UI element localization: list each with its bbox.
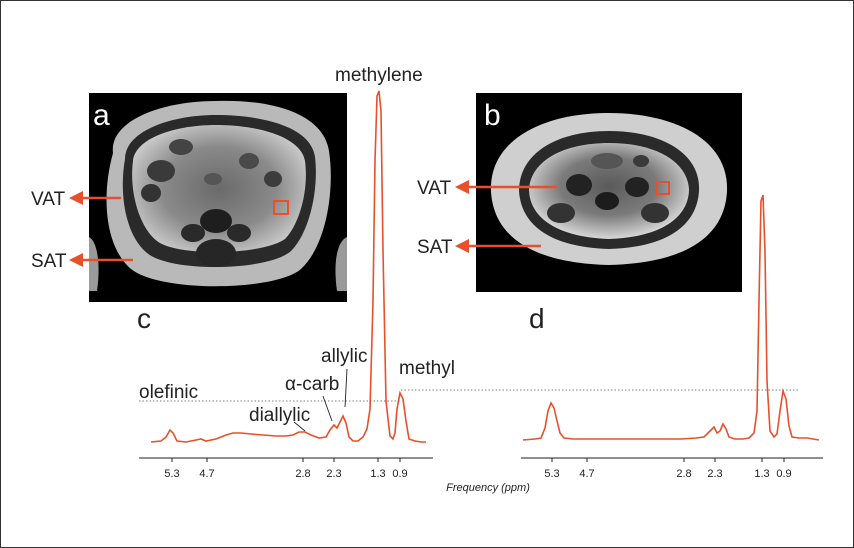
- vat-arrow-b: [455, 180, 557, 194]
- tick-label-d-4: 1.3: [754, 468, 769, 480]
- tick-label-d-3: 2.3: [707, 468, 722, 480]
- panel-letter-c: c: [137, 303, 151, 334]
- sat-arrow-b: [455, 239, 541, 253]
- peak-label-methylene: methylene: [335, 65, 423, 86]
- vat-label-a: VAT: [31, 189, 66, 210]
- tick-label-c-4: 1.3: [370, 468, 385, 480]
- tick-label-c-3: 2.3: [326, 468, 341, 480]
- tick-label-d-5: 0.9: [776, 468, 791, 480]
- peak-label-diallylic: diallylic: [249, 405, 310, 426]
- roi-box-b: [655, 181, 670, 195]
- tick-label-c-0: 5.3: [164, 468, 179, 480]
- leader-diallylic: [293, 421, 306, 432]
- vat-label-b: VAT: [417, 178, 452, 199]
- x-axis-c: [139, 457, 433, 462]
- peak-label-olefinic: olefinic: [139, 382, 198, 403]
- panel-letter-a: a: [93, 99, 110, 132]
- peak-label-alpha-carb: α-carb: [285, 374, 339, 395]
- roi-box-a: [273, 200, 289, 215]
- x-axis-d: [521, 457, 823, 462]
- x-axis-title: Frequency (ppm): [446, 482, 530, 494]
- sat-label-a: SAT: [31, 251, 67, 272]
- sat-label-b: SAT: [417, 237, 453, 258]
- tick-label-c-2: 2.8: [295, 468, 310, 480]
- panel-letter-b: b: [484, 99, 501, 132]
- tick-label-c-5: 0.9: [392, 468, 407, 480]
- tick-label-d-0: 5.3: [544, 468, 559, 480]
- tick-label-d-1: 4.7: [579, 468, 594, 480]
- peak-label-methyl: methyl: [399, 358, 455, 379]
- tick-label-d-2: 2.8: [676, 468, 691, 480]
- leader-allylic: [344, 368, 348, 408]
- mri-image-a: [89, 93, 347, 302]
- mri-image-b: [476, 93, 742, 292]
- spectrum-line-d: [522, 194, 820, 441]
- tick-label-c-1: 4.7: [199, 468, 214, 480]
- leader-alpha-carb: [322, 395, 333, 422]
- peak-label-allylic: allylic: [321, 346, 367, 367]
- sat-arrow-a: [69, 253, 133, 267]
- panel-letter-d: d: [529, 303, 545, 334]
- spectrum-line-c: [150, 90, 426, 443]
- vat-arrow-a: [69, 191, 121, 205]
